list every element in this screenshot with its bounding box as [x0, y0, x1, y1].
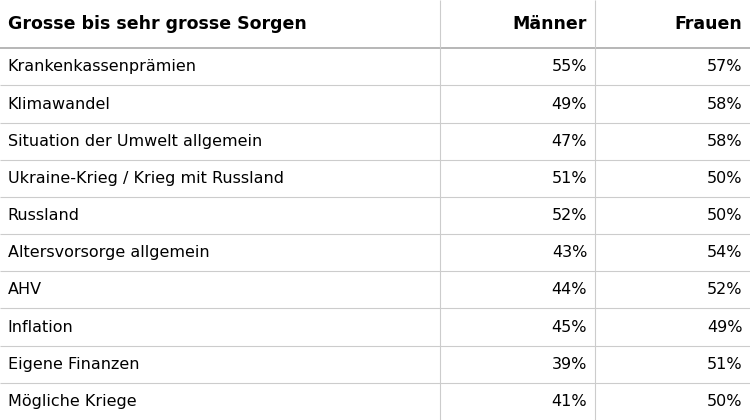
Text: 54%: 54% — [707, 245, 742, 260]
Text: 49%: 49% — [707, 320, 742, 335]
Text: Altersvorsorge allgemein: Altersvorsorge allgemein — [8, 245, 209, 260]
Text: Männer: Männer — [513, 15, 587, 33]
Text: 55%: 55% — [552, 59, 587, 74]
Text: 58%: 58% — [706, 134, 742, 149]
Text: Grosse bis sehr grosse Sorgen: Grosse bis sehr grosse Sorgen — [8, 15, 306, 33]
Text: 52%: 52% — [552, 208, 587, 223]
Text: AHV: AHV — [8, 282, 42, 297]
Text: 50%: 50% — [707, 171, 742, 186]
Text: Inflation: Inflation — [8, 320, 74, 335]
Text: 51%: 51% — [551, 171, 587, 186]
Text: Mögliche Kriege: Mögliche Kriege — [8, 394, 136, 409]
Text: Frauen: Frauen — [675, 15, 742, 33]
Text: Eigene Finanzen: Eigene Finanzen — [8, 357, 139, 372]
Text: 45%: 45% — [552, 320, 587, 335]
Text: 41%: 41% — [551, 394, 587, 409]
Text: Klimawandel: Klimawandel — [8, 97, 110, 112]
Text: 58%: 58% — [706, 97, 742, 112]
Text: 49%: 49% — [552, 97, 587, 112]
Text: Russland: Russland — [8, 208, 80, 223]
Text: 50%: 50% — [707, 394, 742, 409]
Text: Krankenkassenprämien: Krankenkassenprämien — [8, 59, 196, 74]
Text: 44%: 44% — [552, 282, 587, 297]
Text: 52%: 52% — [707, 282, 742, 297]
Text: 50%: 50% — [707, 208, 742, 223]
Text: 39%: 39% — [552, 357, 587, 372]
Text: Situation der Umwelt allgemein: Situation der Umwelt allgemein — [8, 134, 262, 149]
Text: 43%: 43% — [552, 245, 587, 260]
Text: 57%: 57% — [707, 59, 742, 74]
Text: 47%: 47% — [552, 134, 587, 149]
Text: 51%: 51% — [706, 357, 742, 372]
Text: Ukraine-Krieg / Krieg mit Russland: Ukraine-Krieg / Krieg mit Russland — [8, 171, 284, 186]
